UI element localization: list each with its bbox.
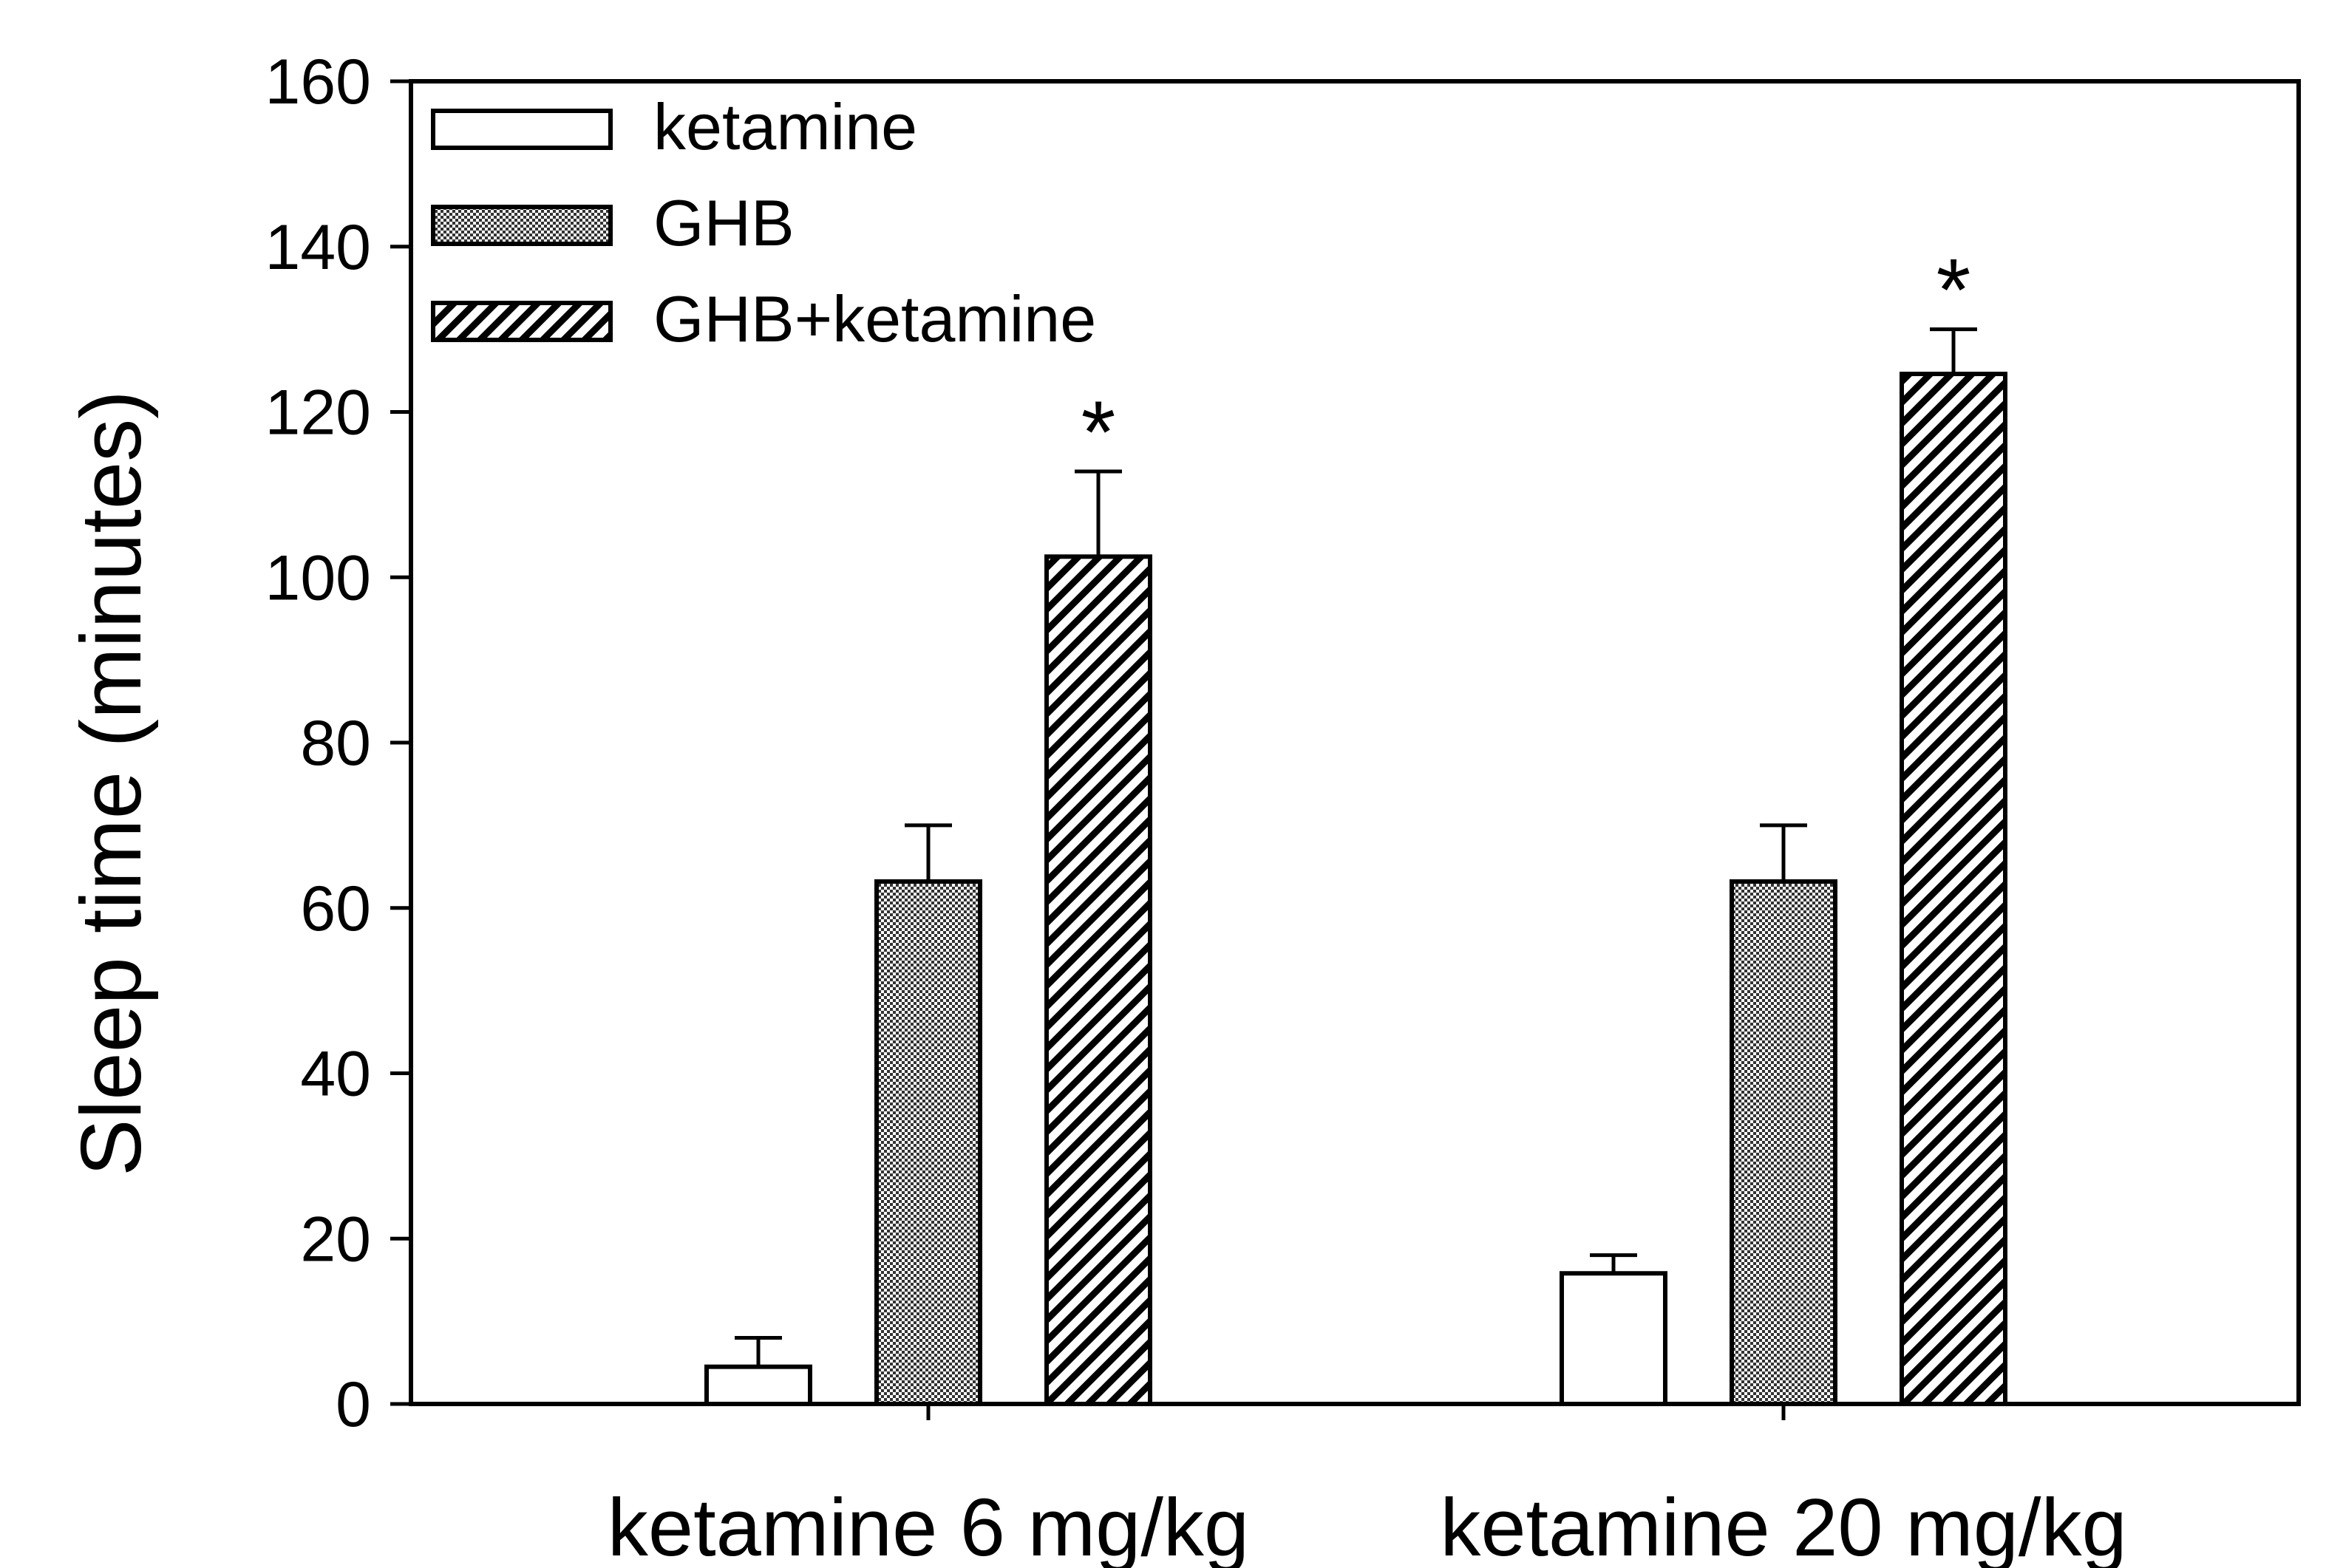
legend-item-ketamine: ketamine: [431, 90, 917, 163]
legend-item-ghb: GHB: [431, 186, 795, 259]
legend-swatch-ghb-ketamine: [431, 301, 613, 342]
bar-ketamine: [1560, 1271, 1667, 1407]
y-tick-label: 20: [300, 1204, 371, 1275]
bar-ghb: [874, 879, 982, 1406]
significance-marker: *: [1081, 383, 1116, 482]
legend-item-ghb-ketamine: GHB+ketamine: [431, 282, 1096, 355]
y-tick-label: 140: [265, 212, 372, 283]
legend-label-ghb-ketamine: GHB+ketamine: [653, 282, 1096, 355]
y-tick-label: 160: [265, 47, 372, 117]
plot-frame: [409, 79, 2301, 1406]
y-tick-label: 100: [265, 542, 372, 613]
legend-swatch-ghb: [431, 205, 613, 246]
y-tick-label: 120: [265, 378, 372, 449]
x-axis: ketamine 6 mg/kg ketamine 20 mg/kg: [608, 1404, 2127, 1568]
bar-ketamine: [704, 1364, 812, 1406]
bar-ghb-ketamine: [1900, 372, 2007, 1407]
plot-marks: **: [704, 241, 2007, 1407]
legend-swatch-ketamine: [431, 109, 613, 150]
y-axis-label: Sleep time (minutes): [63, 390, 159, 1176]
y-tick-label: 0: [336, 1369, 371, 1440]
legend-label-ketamine: ketamine: [653, 90, 917, 163]
bar-ghb-ketamine: [1044, 554, 1152, 1406]
significance-marker: *: [1936, 241, 1971, 340]
legend: ketamine GHB GHB+ketamine: [431, 90, 1096, 355]
x-tick-label: ketamine 20 mg/kg: [1440, 1482, 2126, 1568]
y-tick-label: 60: [300, 873, 371, 944]
legend-label-ghb: GHB: [653, 186, 795, 259]
y-axis: 0 20 40 60 80 100 120 140 160: [265, 47, 411, 1440]
y-tick-label: 40: [300, 1039, 371, 1110]
bar-ghb: [1730, 879, 1837, 1406]
y-tick-label: 80: [300, 708, 371, 779]
x-tick-label: ketamine 6 mg/kg: [608, 1482, 1249, 1568]
